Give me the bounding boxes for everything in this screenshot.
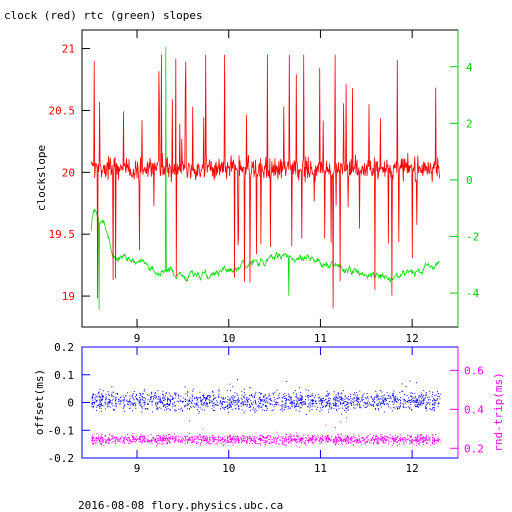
offset-plot: offset(ms) rnd-trip(ms) -0.2 -0.1 0 0.1 0.2 … [33, 341, 505, 475]
slope-left-tick-label: 20 [62, 166, 75, 179]
slope-right-tick-label: 2 [466, 117, 473, 130]
slope-x-tick-label: 12 [406, 332, 419, 345]
offset-left-tick-label: -0.1 [48, 424, 75, 437]
offset-x-tick-labels: 9 10 11 12 [134, 462, 419, 475]
offset-x-tick-label: 9 [134, 462, 141, 475]
rnd-trip-series [91, 399, 441, 448]
offset-left-tick-labels: -0.2 -0.1 0 0.1 0.2 [48, 341, 75, 465]
offset-series [91, 379, 441, 415]
slope-right-tick-label: -4 [466, 287, 480, 300]
rtc-slope-series [90, 46, 440, 311]
slope-x-tick-label: 11 [314, 332, 327, 345]
slope-left-tick-label: 21 [62, 43, 75, 56]
slope-right-tick-label: 4 [466, 61, 473, 74]
slope-right-tick-label: -2 [466, 230, 479, 243]
slope-x-tick-label: 9 [134, 332, 141, 345]
offset-x-tick-label: 12 [406, 462, 419, 475]
slope-x-tick-label: 10 [222, 332, 235, 345]
chart-title: clock (red) rtc (green) slopes [4, 9, 203, 22]
offset-y-axis-label: offset(ms) [33, 369, 46, 435]
rnd-trip-y-axis-label: rnd-trip(ms) [492, 372, 505, 451]
offset-right-tick-label: 0.4 [464, 403, 484, 416]
offset-x-tick-label: 11 [314, 462, 327, 475]
slope-left-tick-labels: 19 19.5 20 20.5 21 [49, 43, 76, 304]
offset-left-tick-label: -0.2 [48, 452, 75, 465]
offset-ticks [82, 346, 458, 459]
slope-y-axis-label: clockslope [35, 145, 48, 211]
offset-left-tick-label: 0.2 [54, 341, 74, 354]
offset-left-tick-label: 0 [67, 397, 74, 410]
slope-right-tick-label: 0 [466, 174, 473, 187]
offset-x-tick-label: 10 [222, 462, 235, 475]
slope-left-tick-label: 19 [62, 290, 75, 303]
footer-date-host: 2016-08-08 flory.physics.ubc.ca [78, 499, 283, 512]
slope-left-tick-label: 19.5 [49, 228, 76, 241]
slope-plot: clockslope 19 19.5 20 20.5 21 -4 -2 0 2 4 9 10 11 1… [35, 29, 480, 345]
slope-x-tick-labels: 9 10 11 12 [134, 332, 419, 345]
offset-right-tick-labels: 0.2 0.4 0.6 [464, 364, 484, 455]
slope-right-tick-labels: -4 -2 0 2 4 [466, 61, 480, 300]
offset-left-tick-label: 0.1 [54, 369, 74, 382]
offset-plot-frame [81, 346, 459, 459]
slope-ticks [82, 30, 458, 327]
offset-right-tick-label: 0.6 [464, 364, 484, 377]
slope-left-tick-label: 20.5 [49, 104, 76, 117]
offset-right-tick-label: 0.2 [464, 442, 484, 455]
clock-slope-series [90, 54, 441, 309]
